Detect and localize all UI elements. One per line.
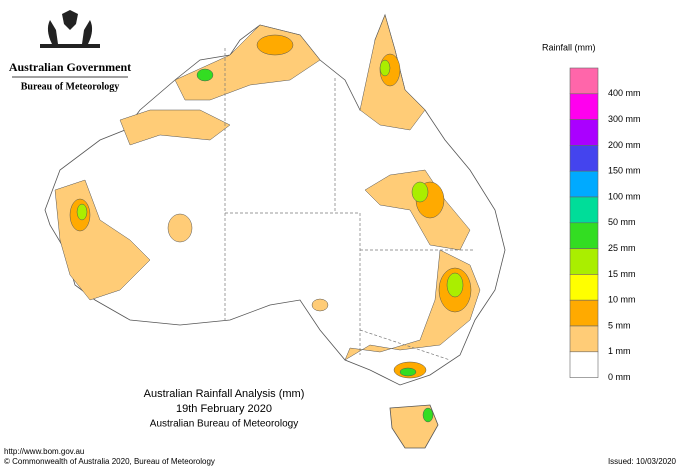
copyright: © Commonwealth of Australia 2020, Bureau… <box>4 457 215 466</box>
title-line: Australian Rainfall Analysis (mm) <box>144 388 305 400</box>
legend-label: 300 mm <box>608 114 641 124</box>
legend-swatch <box>569 170 599 198</box>
legend-label: 50 mm <box>608 217 636 227</box>
legend-swatch <box>569 67 599 95</box>
issued-date: Issued: 10/03/2020 <box>608 457 677 466</box>
legend-label: 200 mm <box>608 140 641 150</box>
rainfall-areas <box>54 14 481 423</box>
legend-label: 25 mm <box>608 243 636 253</box>
legend-swatch <box>569 222 599 249</box>
legend-label: 150 mm <box>608 166 641 176</box>
legend-label: 5 mm <box>608 320 631 330</box>
legend-swatch <box>569 274 599 301</box>
crest <box>40 10 100 48</box>
legend-label: 10 mm <box>608 295 636 305</box>
legend-swatch <box>569 299 599 327</box>
legend-label: 100 mm <box>608 191 641 201</box>
legend-swatch <box>569 93 599 120</box>
legend-swatch <box>569 145 599 172</box>
source-url: http://www.bom.gov.au <box>4 447 84 456</box>
legend-label: 400 mm <box>608 88 641 98</box>
government-name: Australian Government <box>9 60 131 74</box>
state-borders <box>224 48 475 361</box>
legend-label: 0 mm <box>608 372 631 382</box>
legend-title: Rainfall (mm) <box>542 42 596 52</box>
title-line: 19th February 2020 <box>176 403 272 415</box>
legend-swatch <box>569 196 599 224</box>
legend-swatch <box>569 325 599 353</box>
legend: 400 mm 300 mm 200 mm 150 mm 100 mm 50 mm 25 mm… <box>569 67 641 382</box>
title-line: Australian Bureau of Meteorology <box>150 419 298 430</box>
legend-label: 15 mm <box>608 269 636 279</box>
bureau-name: Bureau of Meteorology <box>21 81 120 92</box>
map-title: Australian Rainfall Analysis (mm) 19th Fe… <box>144 388 305 430</box>
legend-label: 1 mm <box>608 346 631 356</box>
legend-swatch <box>569 351 599 378</box>
legend-swatch <box>569 248 599 275</box>
legend-swatch <box>569 119 599 146</box>
